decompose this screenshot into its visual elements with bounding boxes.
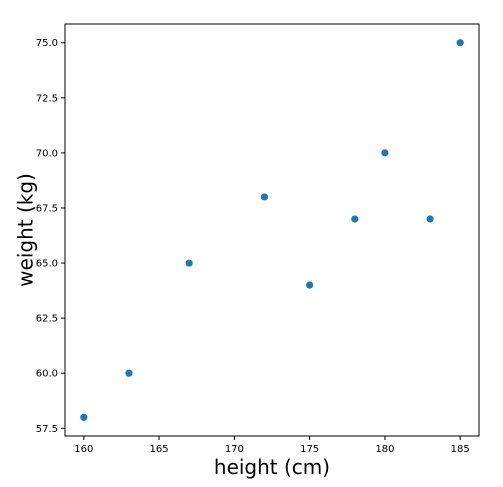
y-tick-label: 70.0	[36, 148, 58, 159]
x-tick-label: 180	[375, 444, 394, 455]
x-tick-label: 175	[300, 444, 319, 455]
x-tick-label: 185	[451, 444, 470, 455]
y-axis-ticks: 57.5 60.0 62.5 65.0 67.5 70.0 72.5 75.0	[36, 38, 65, 435]
y-axis-label: weight (kg)	[14, 173, 38, 287]
x-tick-label: 170	[225, 444, 244, 455]
x-axis-ticks: 160 165 170 175 180 185	[74, 436, 470, 455]
scatter-point	[306, 281, 314, 289]
scatter-point	[456, 39, 464, 47]
x-axis-label: height (cm)	[214, 455, 330, 479]
scatter-point	[381, 149, 389, 157]
plot-frame	[64, 23, 480, 437]
scatter-point	[351, 215, 359, 223]
y-tick-label: 57.5	[36, 424, 58, 435]
scatter-point	[80, 413, 88, 421]
y-tick-label: 60.0	[36, 369, 58, 380]
y-tick-label: 62.5	[36, 314, 58, 325]
scatter-point	[185, 259, 193, 267]
x-tick-label: 160	[74, 444, 93, 455]
data-points	[80, 39, 464, 421]
scatter-point	[426, 215, 434, 223]
scatter-point	[125, 369, 133, 377]
y-tick-label: 67.5	[36, 203, 58, 214]
y-tick-label: 72.5	[36, 93, 58, 104]
y-tick-label: 75.0	[36, 38, 58, 49]
x-tick-label: 165	[150, 444, 169, 455]
scatter-point	[260, 193, 269, 201]
y-tick-label: 65.0	[36, 259, 58, 270]
